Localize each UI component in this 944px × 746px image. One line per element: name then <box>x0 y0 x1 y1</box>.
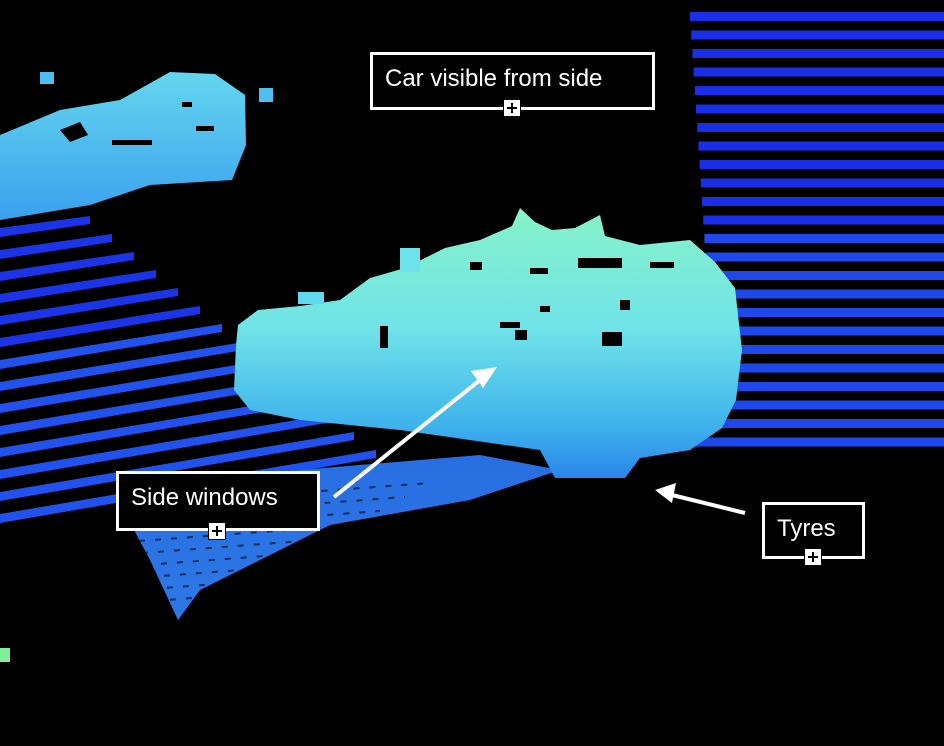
plus-square-icon[interactable] <box>208 522 226 540</box>
scan-line <box>673 400 944 410</box>
scan-line <box>699 160 944 169</box>
scan-line <box>697 308 944 317</box>
main-car-point-cluster <box>234 208 742 478</box>
scan-line <box>668 419 944 428</box>
left-car-speck <box>40 72 54 84</box>
scan-line <box>0 396 310 457</box>
scan-line <box>694 86 944 95</box>
scan-line <box>0 360 266 413</box>
left-car-window-hole <box>182 102 192 107</box>
main-car-window-holes <box>380 258 674 348</box>
scan-line <box>0 288 178 325</box>
scan-line <box>687 345 944 354</box>
scan-line <box>692 326 944 336</box>
scan-line <box>0 414 332 479</box>
scan-line <box>706 271 944 280</box>
scan-line <box>696 104 944 114</box>
scan-line <box>700 178 944 188</box>
scan-line <box>705 252 944 262</box>
scan-line <box>0 270 156 303</box>
scan-line <box>692 49 944 58</box>
scan-line <box>0 432 354 501</box>
scan-line <box>0 324 222 369</box>
ground-stripe <box>150 580 256 590</box>
plus-square-icon[interactable] <box>503 99 521 117</box>
left-car-speck <box>259 88 273 102</box>
scan-line <box>0 342 244 391</box>
right-scan-lines <box>662 12 944 447</box>
left-car-point-cluster <box>0 72 246 220</box>
scan-line <box>0 378 288 435</box>
left-car-window-hole <box>112 140 152 145</box>
ground-stripe <box>147 566 281 578</box>
scan-line <box>0 306 200 347</box>
scan-line <box>704 234 944 243</box>
annotation-label: Car visible from side <box>385 65 603 92</box>
scan-line <box>682 363 944 373</box>
plus-square-icon[interactable] <box>804 548 822 566</box>
arrow-to-side-windows <box>332 367 497 499</box>
scan-line <box>0 216 90 237</box>
scan-line <box>691 30 944 40</box>
scan-line <box>678 382 944 391</box>
green-point <box>0 648 10 662</box>
annotation-tyres[interactable]: Tyres <box>762 502 865 566</box>
main-car-speck <box>400 248 420 272</box>
scan-line <box>0 234 112 259</box>
annotation-car-visible-from-side[interactable]: Car visible from side <box>370 52 655 117</box>
ground-stripe <box>144 552 306 566</box>
scan-line <box>662 437 944 447</box>
scan-line <box>697 123 944 132</box>
scan-line <box>702 197 944 206</box>
scan-line <box>693 67 944 77</box>
scan-line <box>0 252 134 281</box>
annotation-side-windows[interactable]: Side windows <box>116 471 320 540</box>
scan-line <box>703 215 944 225</box>
left-car-window-hole <box>60 122 88 142</box>
arrow-to-tyres <box>655 483 746 515</box>
annotation-label: Side windows <box>131 484 278 511</box>
left-scan-lines <box>0 216 376 523</box>
annotation-label: Tyres <box>777 515 836 542</box>
main-car-speck <box>298 292 324 304</box>
scan-line <box>702 289 944 299</box>
scan-line <box>690 12 944 21</box>
left-car-window-hole <box>196 126 214 131</box>
scan-line <box>698 141 944 151</box>
